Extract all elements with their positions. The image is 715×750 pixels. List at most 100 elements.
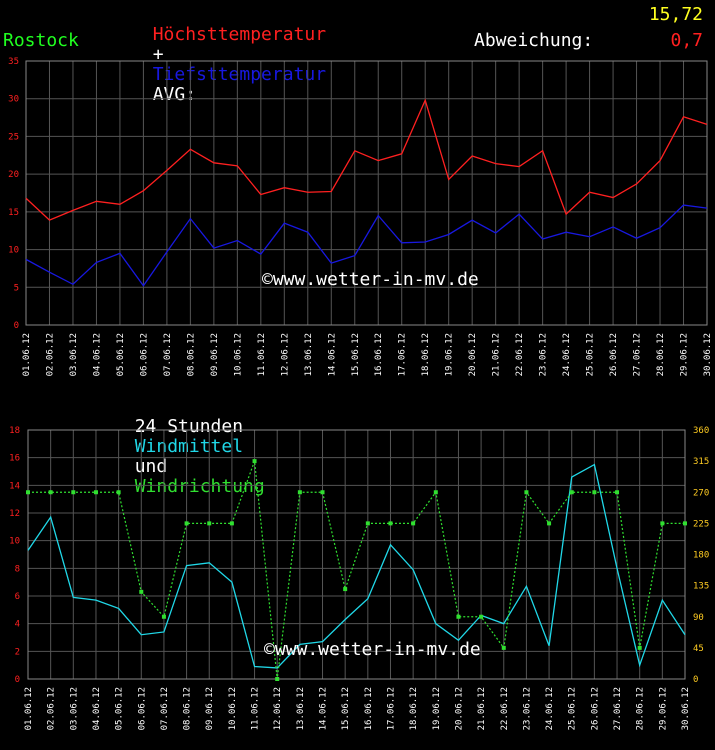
x-tick-label: 18.06.12	[421, 333, 431, 376]
deviation-label: Abweichung:	[474, 30, 594, 51]
x-tick-label: 19.06.12	[445, 333, 455, 376]
max-temp-label: Höchsttemperatur	[152, 24, 327, 45]
y-tick-label-right: 315	[693, 457, 709, 467]
y-tick-label-right: 360	[693, 426, 709, 436]
x-tick-label: 24.06.12	[562, 333, 572, 376]
x-tick-label: 18.06.12	[409, 687, 419, 730]
min-temp-label: Tiefsttemperatur	[152, 64, 327, 85]
x-tick-label: 29.06.12	[658, 687, 668, 730]
wind-direction-point	[660, 521, 665, 526]
avg-label: AVG:	[152, 84, 197, 105]
x-tick-label: 02.06.12	[45, 333, 55, 376]
y-tick-label: 20	[8, 170, 19, 180]
x-tick-label: 17.06.12	[398, 333, 408, 376]
x-tick-label: 14.06.12	[327, 333, 337, 376]
y-tick-label: 0	[14, 321, 19, 331]
wind-direction-point	[388, 521, 393, 526]
x-tick-label: 02.06.12	[47, 687, 57, 730]
location-label: Rostock	[3, 30, 79, 51]
x-tick-label: 10.06.12	[233, 333, 243, 376]
y-tick-label: 10	[8, 246, 19, 256]
wind-direction-point	[93, 490, 98, 495]
y-tick-label: 25	[8, 132, 19, 142]
wind-direction-point	[524, 490, 529, 495]
x-tick-label: 28.06.12	[656, 333, 666, 376]
wind-direction-point	[48, 490, 53, 495]
wind-direction-point	[207, 521, 212, 526]
x-tick-label: 09.06.12	[205, 687, 215, 730]
x-tick-label: 13.06.12	[304, 333, 314, 376]
watermark-wind: ©www.wetter-in-mv.de	[264, 639, 481, 660]
x-tick-label: 03.06.12	[69, 687, 79, 730]
wind-direction-point	[547, 521, 552, 526]
x-tick-label: 04.06.12	[92, 333, 102, 376]
wind-direction-point	[365, 521, 370, 526]
x-tick-label: 23.06.12	[522, 687, 532, 730]
plot-frame	[25, 60, 708, 326]
y-tick-label-right: 0	[693, 675, 698, 685]
x-tick-label: 28.06.12	[636, 687, 646, 730]
y-tick-label-right: 180	[693, 551, 709, 561]
plot-frame	[27, 429, 686, 680]
chart-title-line: Höchsttemperatur + Tiefsttemperatur AVG:	[131, 5, 326, 105]
x-tick-label: 07.06.12	[163, 333, 173, 376]
wind-direction-point	[343, 587, 348, 592]
x-tick-label: 23.06.12	[539, 333, 549, 376]
wind-direction-point	[569, 490, 574, 495]
x-tick-label: 26.06.12	[609, 333, 619, 376]
y-tick-label-left: 12	[9, 509, 20, 519]
x-tick-label: 21.06.12	[492, 333, 502, 376]
x-tick-label: 13.06.12	[296, 687, 306, 730]
x-tick-label: 21.06.12	[477, 687, 487, 730]
x-tick-label: 24.06.12	[545, 687, 555, 730]
series-min-temperature-line	[25, 204, 708, 287]
deviation-value: 0,7	[670, 30, 703, 51]
x-tick-label: 27.06.12	[613, 687, 623, 730]
wind-direction-point	[615, 490, 620, 495]
y-tick-label-left: 0	[15, 675, 20, 685]
wind-direction-point	[184, 521, 189, 526]
wind-direction-point	[71, 490, 76, 495]
x-tick-label: 15.06.12	[341, 687, 351, 730]
y-tick-label-right: 225	[693, 519, 709, 529]
wind-direction-point	[592, 490, 597, 495]
y-tick-label-left: 16	[9, 454, 20, 464]
watermark-temperature: ©www.wetter-in-mv.de	[262, 269, 479, 290]
x-tick-label: 08.06.12	[183, 687, 193, 730]
x-tick-label: 16.06.12	[374, 333, 384, 376]
x-tick-label: 27.06.12	[633, 333, 643, 376]
y-tick-label: 30	[8, 95, 19, 105]
wind-direction-point	[229, 521, 234, 526]
y-tick-label: 15	[8, 208, 19, 218]
x-tick-label: 11.06.12	[251, 687, 261, 730]
wind-direction-point	[411, 521, 416, 526]
series-wind-speed-line	[27, 463, 686, 669]
x-tick-label: 01.06.12	[22, 333, 32, 376]
x-tick-label: 10.06.12	[228, 687, 238, 730]
x-tick-label: 12.06.12	[280, 333, 290, 376]
x-tick-label: 22.06.12	[515, 333, 525, 376]
y-tick-label-right: 90	[693, 613, 704, 623]
y-tick-label-left: 10	[9, 537, 20, 547]
y-tick-label-right: 135	[693, 582, 709, 592]
x-tick-label: 20.06.12	[468, 333, 478, 376]
series-max-temperature-line	[25, 98, 708, 221]
x-tick-label: 22.06.12	[500, 687, 510, 730]
y-tick-label: 5	[14, 283, 19, 293]
x-tick-label: 25.06.12	[586, 333, 596, 376]
x-tick-label: 15.06.12	[351, 333, 361, 376]
x-tick-label: 06.06.12	[139, 333, 149, 376]
x-tick-label: 01.06.12	[24, 687, 34, 730]
wind-direction-point	[116, 490, 121, 495]
x-tick-label: 06.06.12	[137, 687, 147, 730]
wind-direction-point	[456, 614, 461, 619]
x-tick-label: 14.06.12	[319, 687, 329, 730]
x-tick-label: 19.06.12	[432, 687, 442, 730]
x-tick-label: 30.06.12	[681, 687, 691, 730]
temperature-chart: 0 5 10 15 20 25 30 35 01.06.12 02.06.12 03.06.12 04…	[8, 57, 713, 376]
y-tick-label-right: 45	[693, 644, 704, 654]
x-tick-label: 29.06.12	[680, 333, 690, 376]
x-tick-label: 17.06.12	[386, 687, 396, 730]
x-tick-label: 08.06.12	[186, 333, 196, 376]
